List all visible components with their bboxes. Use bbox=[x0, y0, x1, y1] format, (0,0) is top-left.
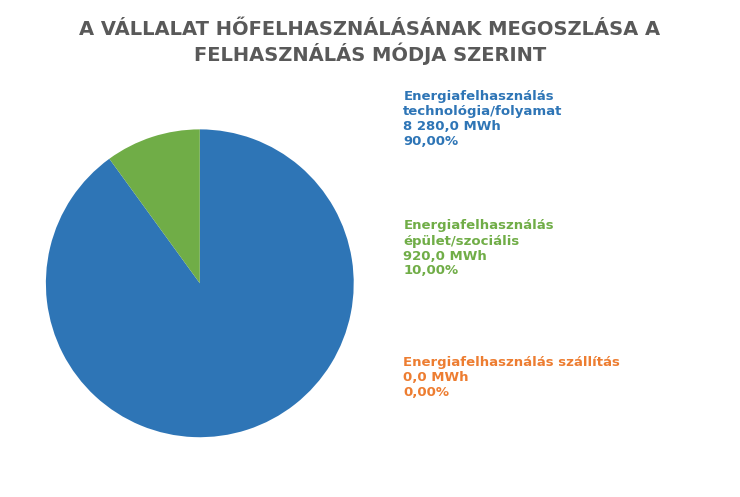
Text: A VÁLLALAT HŐFELHASZNÁLÁSÁNAK MEGOSZLÁSA A
FELHASZNÁLÁS MÓDJA SZERINT: A VÁLLALAT HŐFELHASZNÁLÁSÁNAK MEGOSZLÁSA… bbox=[79, 20, 661, 65]
Wedge shape bbox=[46, 129, 354, 437]
Text: Energiafelhasználás szállítás
0,0 MWh
0,00%: Energiafelhasználás szállítás 0,0 MWh 0,… bbox=[403, 356, 620, 399]
Text: Energiafelhasználás
technológia/folyamat
8 280,0 MWh
90,00%: Energiafelhasználás technológia/folyamat… bbox=[403, 90, 562, 148]
Text: Energiafelhasználás
épület/szociális
920,0 MWh
10,00%: Energiafelhasználás épület/szociális 920… bbox=[403, 220, 554, 277]
Wedge shape bbox=[110, 129, 200, 283]
